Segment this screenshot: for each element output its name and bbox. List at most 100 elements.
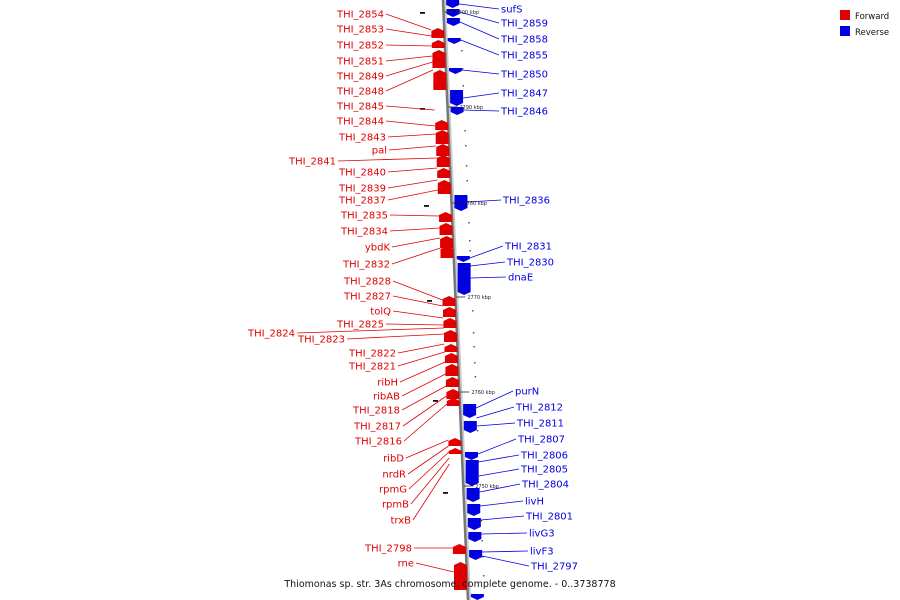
reverse-gene-block	[463, 404, 477, 418]
forward-gene-label: THI_2821	[348, 362, 396, 373]
forward-leader	[385, 55, 433, 62]
marker-dot	[480, 520, 483, 522]
forward-leader	[388, 145, 437, 151]
forward-leader	[410, 457, 450, 505]
forward-gene-label: THI_2822	[348, 349, 396, 360]
forward-gene-label: THI_2818	[352, 406, 400, 417]
marker-dot	[469, 240, 471, 242]
forward-gene-label: THI_2828	[343, 277, 391, 288]
forward-gene-block	[444, 344, 458, 352]
marker-dot	[466, 180, 468, 182]
reverse-gene-label: THI_2846	[500, 107, 548, 118]
forward-leader	[389, 214, 440, 217]
forward-leader	[385, 61, 433, 77]
forward-gene-block	[443, 307, 456, 317]
forward-gene-label: rne	[398, 559, 414, 570]
forward-gene-label: THI_2845	[336, 102, 384, 113]
reverse-leader	[463, 92, 500, 99]
reverse-leader	[478, 454, 520, 463]
reverse-gene-label: THI_2804	[521, 480, 569, 491]
forward-gene-label: THI_2823	[297, 335, 345, 346]
small-feature	[433, 400, 438, 402]
forward-leader	[387, 189, 438, 201]
reverse-gene-block	[463, 421, 477, 433]
forward-gene-block	[443, 318, 457, 328]
marker-dot	[469, 250, 471, 252]
reverse-gene-block	[446, 0, 460, 8]
reverse-leader	[463, 109, 500, 112]
marker-dot	[482, 556, 484, 558]
forward-leader	[408, 451, 450, 490]
reverse-gene-block	[467, 518, 481, 530]
reverse-gene-label: THI_2807	[517, 435, 565, 446]
reverse-leader	[470, 276, 507, 279]
reverse-leader	[481, 550, 529, 553]
forward-gene-label: tolQ	[370, 307, 391, 318]
reverse-gene-label: THI_2850	[500, 70, 548, 81]
forward-gene-label: ribH	[377, 378, 398, 389]
reverse-gene-label: THI_2858	[500, 35, 548, 46]
reverse-leader	[459, 21, 500, 40]
legend-forward-label: Forward	[855, 12, 889, 22]
reverse-leader	[467, 199, 502, 203]
tick-label: 2800 kbp	[456, 10, 480, 16]
forward-gene-block	[454, 562, 467, 590]
forward-gene-label: THI_2840	[338, 168, 386, 179]
reverse-gene-label: dnaE	[508, 273, 533, 284]
forward-gene-block	[431, 40, 445, 48]
forward-leader	[385, 44, 432, 47]
tick-label: 2750 kbp	[475, 484, 499, 490]
forward-leader	[397, 351, 445, 367]
tick-label: 2790 kbp	[459, 105, 483, 111]
reverse-gene-label: THI_2855	[500, 51, 548, 62]
reverse-leader	[479, 483, 521, 493]
forward-gene-block	[446, 389, 460, 399]
forward-leader	[405, 439, 449, 459]
reverse-gene-block	[470, 594, 484, 600]
forward-leader	[402, 395, 447, 427]
forward-gene-label: THI_2816	[354, 437, 402, 448]
marker-dot	[468, 222, 470, 224]
forward-gene-label: THI_2839	[338, 184, 386, 195]
forward-leader	[391, 237, 440, 248]
forward-leader	[415, 562, 454, 573]
reverse-gene-label: livF3	[530, 547, 554, 558]
forward-leader	[346, 333, 444, 340]
reverse-leader	[480, 500, 524, 507]
forward-gene-label: THI_2849	[336, 72, 384, 83]
reverse-leader	[459, 3, 500, 10]
reverse-gene-block	[456, 256, 470, 262]
reverse-gene-block	[465, 452, 478, 460]
reverse-gene-block	[469, 550, 483, 560]
reverse-gene-block	[450, 90, 464, 106]
marker-dot	[481, 540, 483, 542]
forward-gene-block	[446, 398, 460, 406]
reverse-leader	[459, 11, 500, 24]
reverse-gene-label: THI_2831	[504, 242, 552, 253]
forward-gene-block	[444, 353, 458, 363]
forward-leader	[392, 310, 444, 319]
tick-label: 2770 kbp	[467, 295, 491, 301]
forward-leader	[389, 227, 440, 232]
forward-gene-label: THI_2834	[340, 227, 388, 238]
reverse-gene-block	[468, 532, 482, 542]
reverse-gene-label: THI_2801	[525, 512, 573, 523]
forward-leader	[385, 28, 432, 37]
axis-ticks: 2800 kbp 2790 kbp 2780 kbp 2770 kbp 2760 kbp…	[444, 10, 499, 490]
reverse-gene-label: THI_2830	[506, 258, 554, 269]
forward-leader	[387, 167, 438, 173]
forward-gene-block	[437, 180, 451, 194]
legend-reverse-label: Reverse	[855, 28, 889, 38]
forward-gene-block	[431, 28, 445, 38]
reverse-gene-label: THI_2847	[500, 89, 548, 100]
forward-leader	[387, 133, 436, 138]
forward-gene-block	[435, 130, 449, 144]
reverse-gene-label: THI_2806	[520, 451, 568, 462]
reverse-leader	[477, 438, 517, 455]
reverse-gene-block	[457, 263, 471, 295]
reverse-leader	[476, 422, 516, 427]
reverse-gene-label: THI_2859	[500, 19, 548, 30]
forward-gene-label: ribD	[383, 454, 404, 465]
reverse-gene-block	[446, 18, 460, 26]
